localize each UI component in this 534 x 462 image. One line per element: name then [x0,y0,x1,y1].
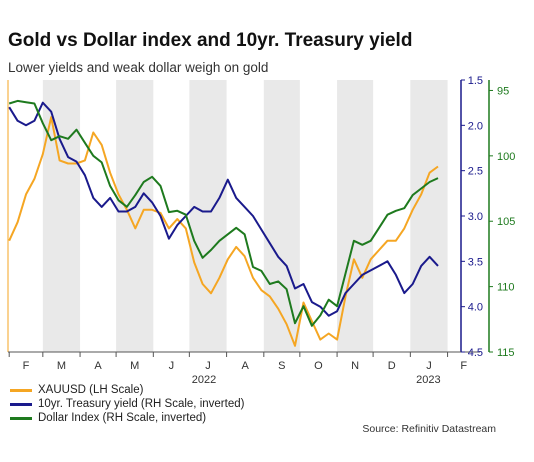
yield-tick-label: 1.5 [468,75,483,87]
dollar-tick-label: 100 [497,151,515,163]
x-tick-label: D [388,360,396,372]
x-year-label: 2023 [416,374,440,386]
x-tick-label: N [351,360,359,372]
month-band [189,80,227,352]
chart-subtitle: Lower yields and weak dollar weigh on go… [8,60,269,75]
yield-tick-label: 3.5 [468,256,483,268]
x-tick-label: A [94,360,102,372]
chart-legend: XAUUSD (LH Scale) 10yr. Treasury yield (… [10,383,244,425]
dollar-tick-label: 110 [497,282,515,294]
dollar-tick-label: 115 [497,347,515,359]
yield-tick-label: 2.0 [468,120,483,132]
legend-item-xauusd: XAUUSD (LH Scale) [10,383,244,397]
legend-label-dollar-index: Dollar Index (RH Scale, inverted) [38,412,207,424]
x-tick-label: F [23,360,30,372]
dollar-index-line [8,99,439,327]
legend-label-xauusd: XAUUSD (LH Scale) [38,384,144,396]
month-band [116,80,154,352]
month-band [263,80,300,352]
chart-lines [8,99,439,347]
yield-tick-label: 3.0 [468,211,483,223]
x-tick-label: O [314,360,323,372]
chart-axes [7,79,493,357]
yield-line [8,101,439,317]
chart-title: Gold vs Dollar index and 10yr. Treasury … [8,30,413,51]
source-note: Source: Refinitiv Datastream [362,423,496,435]
legend-item-dollar-index: Dollar Index (RH Scale, inverted) [10,411,244,425]
dollar-tick-label: 105 [497,216,515,228]
x-tick-label: F [460,360,467,372]
yield-tick-label: 4.5 [468,347,483,359]
x-tick-label: J [169,360,175,372]
dollar-tick-label: 95 [497,85,509,97]
x-tick-label: J [426,360,432,372]
x-year-label: 2022 [192,374,216,386]
legend-swatch-dollar-index [10,416,32,420]
x-tick-label: M [130,360,139,372]
x-tick-label: A [242,360,250,372]
month-band [42,80,81,352]
legend-swatch-xauusd [10,388,32,392]
tick-labels: F M A M J J A S O N D J F 2022 2023 1.5 2.0 2.5 3.0 3.5 4.0 4… [23,75,516,386]
month-band [410,80,448,352]
yield-tick-label: 2.5 [468,166,483,178]
legend-label-yield: 10yr. Treasury yield (RH Scale, inverted… [38,398,245,410]
legend-swatch-yield [10,402,32,406]
x-tick-label: J [205,360,211,372]
x-tick-label: M [57,360,66,372]
yield-tick-label: 4.0 [468,302,483,314]
x-tick-label: S [278,360,285,372]
month-bands [42,80,448,352]
legend-item-yield: 10yr. Treasury yield (RH Scale, inverted… [10,397,244,411]
xauusd-line [8,116,439,347]
